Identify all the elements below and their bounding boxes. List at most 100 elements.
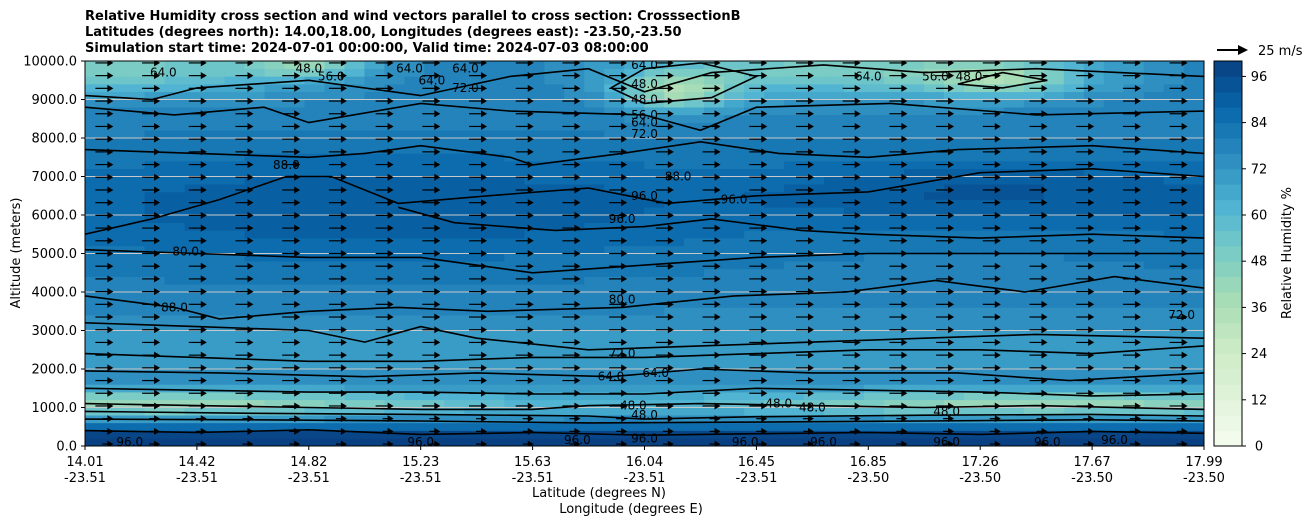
- rh-cell: [864, 361, 885, 370]
- rh-cell: [584, 222, 605, 231]
- rh-cell: [484, 122, 505, 131]
- rh-cell: [983, 276, 1005, 285]
- rh-cell: [1123, 199, 1145, 208]
- rh-cell: [1083, 399, 1105, 408]
- wind-vector-arrow-icon: [294, 173, 301, 181]
- rh-cell: [184, 253, 206, 262]
- colorbar-tick-label: 48: [1251, 255, 1268, 270]
- rh-cell: [484, 291, 505, 300]
- rh-cell: [824, 83, 845, 93]
- rh-cell: [684, 307, 705, 316]
- rh-cell: [524, 83, 545, 93]
- rh-cell: [923, 307, 945, 316]
- rh-cell: [364, 160, 386, 170]
- wind-vector-arrow-icon: [294, 415, 301, 423]
- rh-cell: [184, 299, 206, 308]
- rh-cell: [184, 214, 206, 223]
- rh-cell: [1183, 299, 1204, 308]
- wind-vector-arrow-icon: [948, 389, 955, 397]
- wind-vector-arrow-icon: [901, 72, 908, 80]
- rh-cell: [684, 322, 705, 331]
- rh-cell: [1003, 91, 1025, 100]
- wind-vector-arrow-icon: [527, 122, 534, 130]
- rh-cell: [784, 284, 805, 293]
- rh-cell: [544, 399, 565, 408]
- rh-cell: [1063, 361, 1085, 370]
- rh-cell: [983, 368, 1005, 377]
- rh-cell: [943, 168, 965, 177]
- rh-cell: [1143, 422, 1165, 431]
- rh-cell: [584, 168, 605, 177]
- rh-cell: [704, 99, 725, 108]
- wind-vector-arrow-icon: [1181, 211, 1188, 219]
- rh-cell: [684, 330, 705, 339]
- rh-cell: [923, 438, 945, 446]
- rh-cell: [164, 160, 186, 170]
- rh-cell: [544, 207, 565, 216]
- wind-vector-arrow-icon: [340, 97, 347, 105]
- wind-vector-arrow-icon: [1041, 377, 1048, 385]
- rh-cell: [903, 137, 925, 146]
- wind-vector-arrow-icon: [948, 186, 955, 194]
- rh-cell: [963, 314, 985, 324]
- rh-cell: [923, 191, 945, 200]
- rh-cell: [584, 199, 605, 208]
- rh-cell: [1123, 253, 1145, 262]
- rh-cell: [1023, 114, 1045, 123]
- rh-cell: [504, 399, 525, 408]
- rh-cell: [963, 361, 985, 370]
- rh-cell: [204, 114, 226, 123]
- rh-cell: [824, 330, 845, 339]
- rh-cell: [1023, 345, 1045, 354]
- rh-cell: [1183, 230, 1204, 239]
- rh-cell: [724, 330, 745, 339]
- rh-cell: [464, 414, 485, 424]
- wind-vector-arrow-icon: [481, 364, 488, 372]
- rh-cell: [504, 284, 525, 293]
- rh-cell: [1143, 414, 1165, 424]
- rh-cell: [943, 276, 965, 285]
- rh-cell: [664, 284, 685, 293]
- colorbar-segment: [1214, 153, 1242, 170]
- wind-vector-arrow-icon: [621, 161, 628, 169]
- rh-cell: [604, 168, 625, 177]
- rh-cell: [624, 168, 645, 177]
- wind-vector-arrow-icon: [901, 313, 908, 321]
- rh-cell: [484, 345, 505, 354]
- rh-cell: [304, 130, 326, 139]
- rh-cell: [1063, 307, 1085, 316]
- rh-cell: [504, 114, 525, 123]
- rh-cell: [923, 299, 945, 308]
- rh-cell: [963, 122, 985, 131]
- rh-cell: [824, 106, 845, 116]
- wind-vector-arrow-icon: [1134, 377, 1141, 385]
- rh-cell: [844, 391, 865, 401]
- rh-cell: [1083, 191, 1105, 200]
- rh-cell: [804, 291, 825, 300]
- rh-cell: [684, 438, 705, 446]
- rh-cell: [364, 268, 386, 277]
- rh-cell: [644, 222, 665, 231]
- rh-cell: [244, 153, 266, 162]
- rh-cell: [444, 422, 465, 431]
- rh-cell: [664, 337, 685, 347]
- rh-cell: [784, 76, 805, 85]
- wind-vector-arrow-icon: [1181, 377, 1188, 385]
- rh-cell: [744, 245, 765, 254]
- wind-vector-arrow-icon: [1088, 402, 1095, 410]
- rh-cell: [824, 268, 845, 277]
- rh-cell: [85, 268, 106, 277]
- rh-cell: [85, 391, 106, 401]
- rh-cell: [724, 68, 745, 77]
- rh-cell: [1123, 276, 1145, 285]
- rh-cell: [144, 91, 166, 100]
- rh-cell: [1083, 384, 1105, 393]
- wind-vector-arrow-icon: [667, 351, 674, 359]
- wind-vector-arrow-icon: [527, 148, 534, 156]
- rh-cell: [883, 168, 905, 177]
- rh-cell: [963, 99, 985, 108]
- rh-cell: [1003, 237, 1025, 247]
- rh-cell: [484, 199, 505, 208]
- rh-cell: [304, 268, 326, 277]
- wind-vector-arrow-icon: [247, 148, 254, 156]
